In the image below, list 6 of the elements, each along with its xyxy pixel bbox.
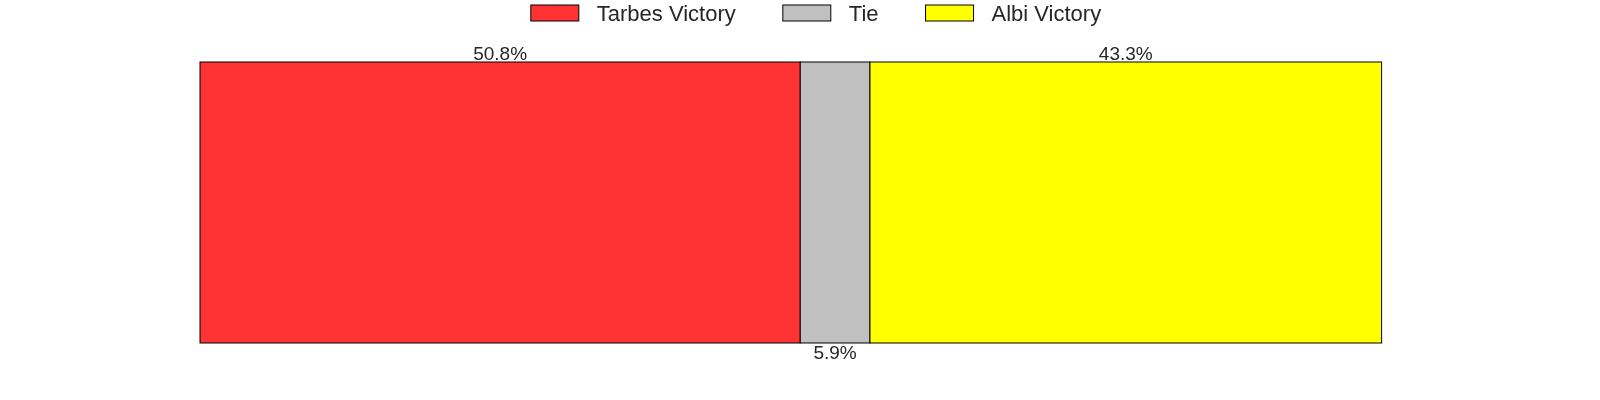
data-label: 5.9%	[813, 342, 857, 363]
data-label: 50.8%	[473, 43, 528, 64]
legend-label: Tie	[848, 1, 879, 26]
legend-label: Tarbes Victory	[596, 1, 736, 26]
legend-label: Albi Victory	[991, 1, 1102, 26]
data-label: 43.3%	[1098, 43, 1153, 64]
